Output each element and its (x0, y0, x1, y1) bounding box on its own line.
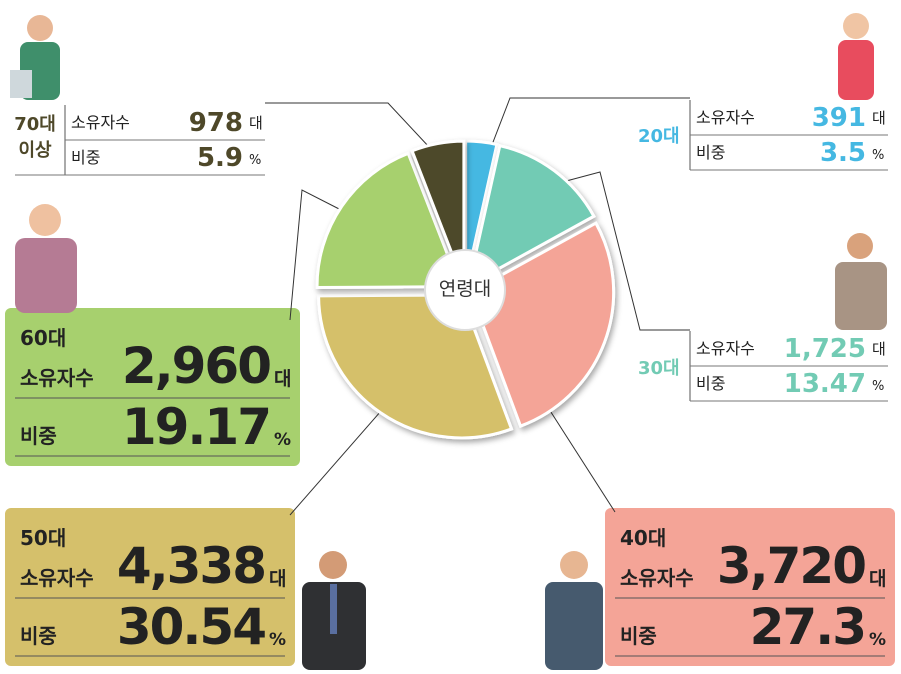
group-label: 50대 (20, 528, 66, 548)
center-label: 연령대 (425, 280, 505, 299)
count-unit: 대 (269, 570, 286, 589)
count-unit: 대 (872, 111, 886, 126)
share-value: 19.17 (122, 402, 270, 452)
figure-40s (545, 551, 603, 670)
count-label: 소유자수 (696, 341, 755, 357)
count-label: 소유자수 (696, 110, 755, 126)
share-label: 비중 (620, 626, 657, 646)
count-unit: 대 (274, 370, 291, 389)
share-unit: % (249, 154, 261, 167)
share-value: 13.47 (784, 371, 866, 397)
count-unit: 대 (869, 570, 886, 589)
figure-60s (15, 204, 77, 313)
group-label: 20대 (638, 124, 680, 150)
figure-70s (10, 15, 60, 100)
share-value: 27.3 (750, 602, 865, 652)
share-unit: % (869, 632, 886, 649)
infographic: 연령대20대소유자수비중3913.5대%30대소유자수비중1,72513.47대… (0, 0, 901, 674)
group-label: 40대 (620, 528, 666, 548)
count-value: 2,960 (122, 341, 270, 391)
share-label: 비중 (696, 376, 725, 392)
count-value: 3,720 (717, 541, 865, 591)
leader-line (540, 395, 615, 512)
count-label: 소유자수 (620, 568, 694, 588)
share-label: 비중 (696, 145, 725, 161)
count-label: 소유자수 (71, 115, 130, 131)
figure-30s (835, 233, 887, 330)
group-label: 60대 (20, 328, 66, 348)
count-label: 소유자수 (20, 568, 94, 588)
count-unit: 대 (249, 116, 263, 131)
share-unit: % (872, 149, 884, 162)
figure-50s (302, 551, 366, 670)
count-value: 4,338 (117, 541, 265, 591)
count-value: 391 (812, 105, 866, 131)
share-value: 5.9 (197, 145, 243, 171)
count-unit: 대 (872, 342, 886, 357)
count-value: 1,725 (784, 336, 866, 362)
share-value: 3.5 (820, 140, 866, 166)
share-label: 비중 (71, 150, 100, 166)
share-unit: % (872, 380, 884, 393)
share-unit: % (269, 632, 286, 649)
share-label: 비중 (20, 626, 57, 646)
share-label: 비중 (20, 426, 57, 446)
share-unit: % (274, 432, 291, 449)
leader-line (265, 103, 430, 148)
share-value: 30.54 (117, 602, 265, 652)
group-label: 30대 (638, 356, 680, 382)
count-label: 소유자수 (20, 368, 94, 388)
count-value: 978 (189, 110, 243, 136)
group-label: 70대 이상 (12, 112, 58, 164)
figure-20s (838, 13, 874, 100)
